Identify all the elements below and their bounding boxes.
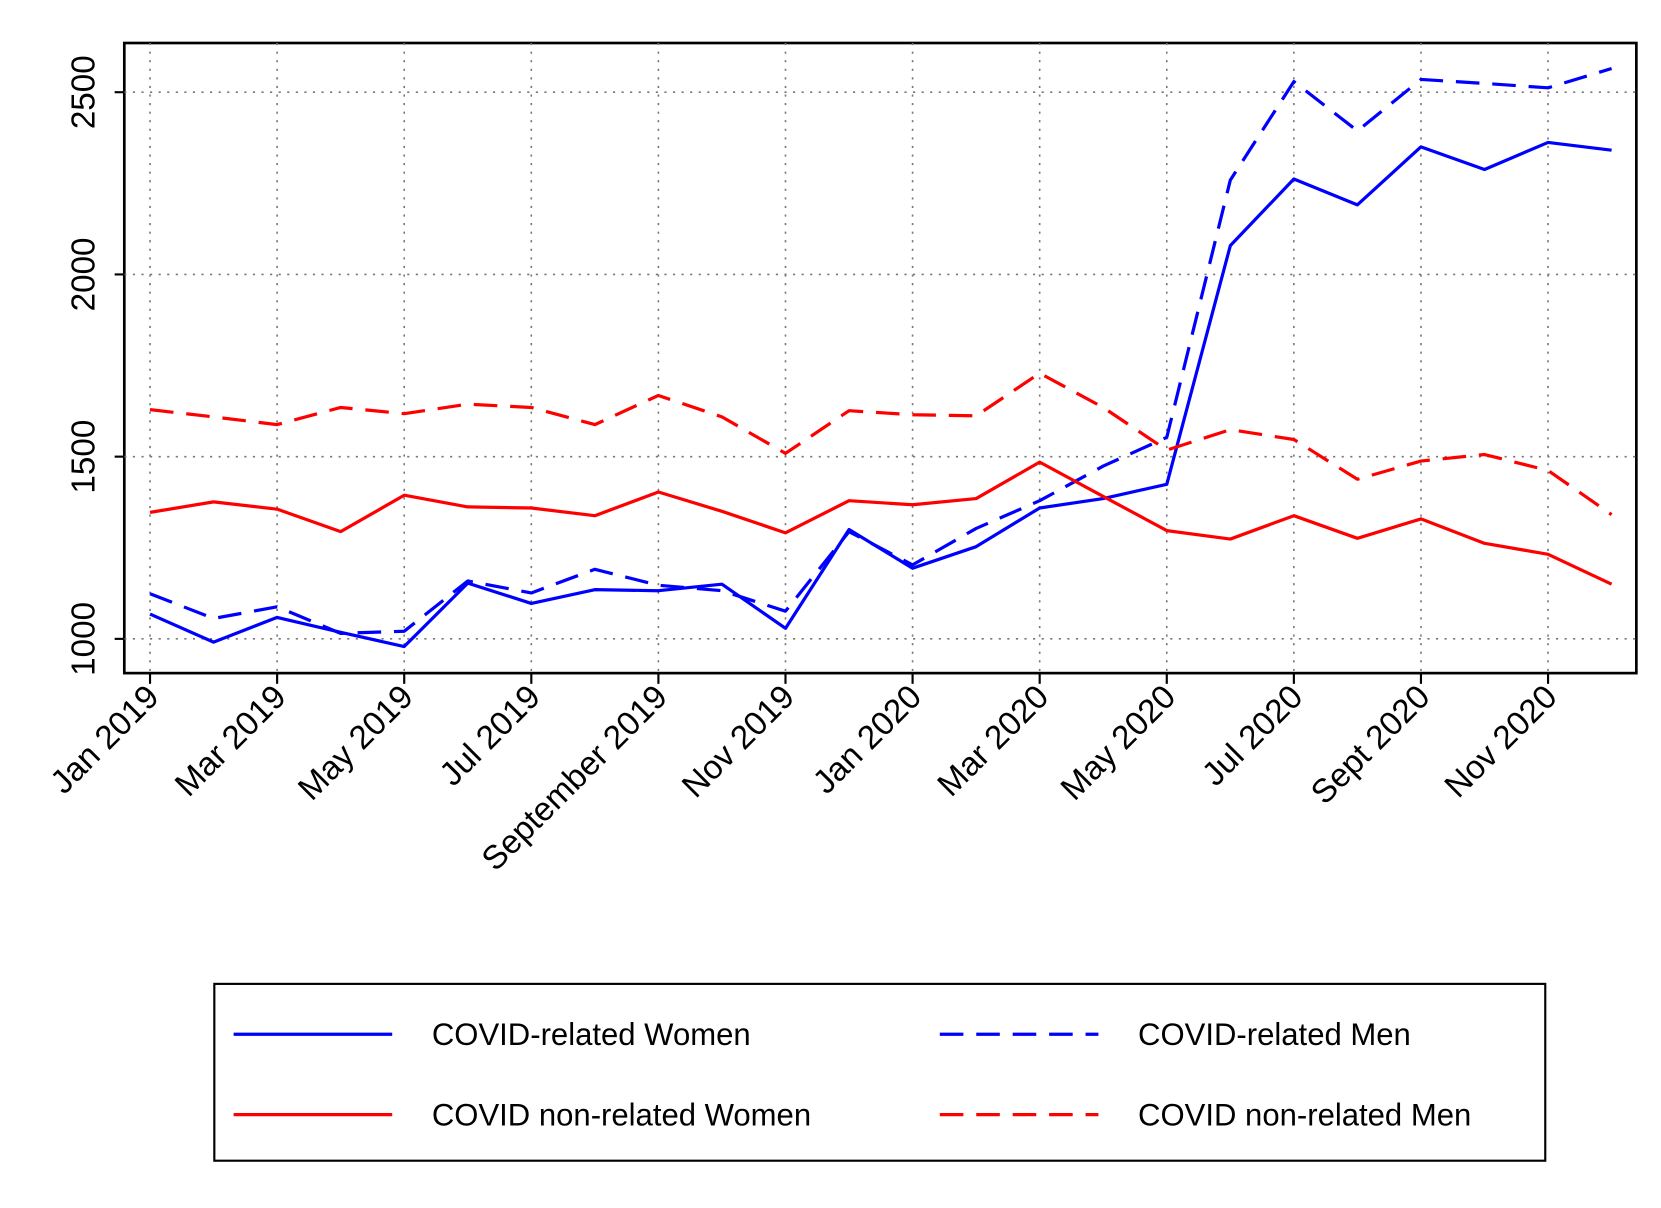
legend-label: COVID-related Men	[1138, 1017, 1411, 1052]
x-tick-label: Mar 2019	[168, 678, 293, 803]
x-tick-label: Mar 2020	[931, 678, 1056, 803]
x-tick-label: Sept 2020	[1304, 678, 1437, 811]
x-tick-label: May 2019	[291, 678, 420, 807]
plot-frame	[122, 41, 1638, 675]
legend-label: COVID non-related Men	[1138, 1097, 1471, 1132]
series-line	[149, 371, 1613, 516]
x-tick-label: May 2020	[1054, 678, 1183, 807]
x-tick-label: Jul 2020	[1195, 678, 1310, 793]
y-tick-label: 1000	[65, 602, 102, 676]
y-tick-label: 2000	[65, 237, 102, 311]
series-line	[149, 66, 1613, 635]
series-line	[149, 460, 1613, 586]
legend-label: COVID non-related Women	[432, 1097, 811, 1132]
y-tick-label: 1500	[65, 420, 102, 494]
x-tick-label: Jan 2020	[806, 678, 929, 801]
x-tick-label: Nov 2020	[1438, 678, 1565, 805]
x-tick-label: Jul 2019	[433, 678, 548, 793]
legend-frame	[213, 982, 1547, 1162]
x-tick-label: Nov 2019	[675, 678, 802, 805]
y-tick-label: 2500	[65, 55, 102, 129]
series-line	[149, 140, 1612, 649]
x-tick-label: Jan 2019	[44, 678, 167, 801]
legend-label: COVID-related Women	[432, 1017, 751, 1052]
